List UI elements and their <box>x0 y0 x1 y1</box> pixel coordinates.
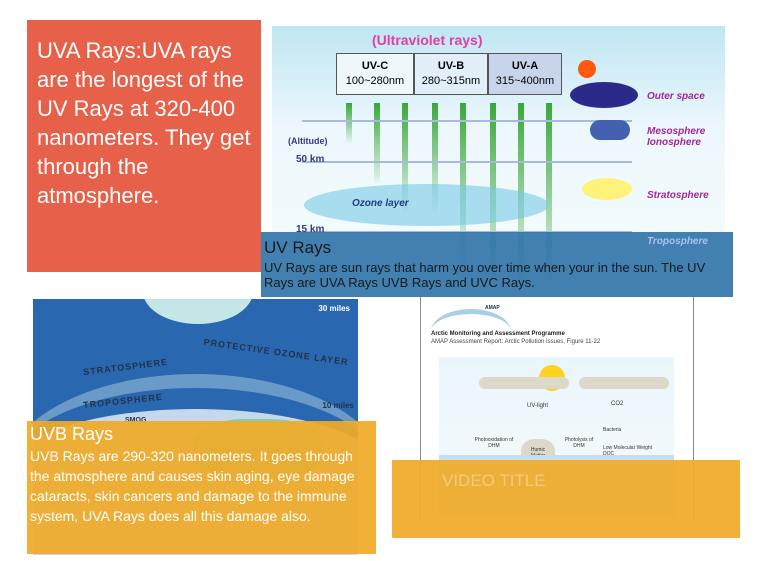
altitude-15: 15 km <box>296 224 325 235</box>
uv-beam <box>432 103 438 213</box>
co2-label: CO2 <box>611 401 624 407</box>
uv-beam <box>374 103 380 183</box>
altitude-50: 50 km <box>296 154 325 165</box>
lmw-doc-label: Low Molecular Weight DOC <box>603 445 653 457</box>
band-uvb: UV-B 280~315nm <box>414 53 488 95</box>
label-smog: SMOG <box>125 417 146 424</box>
divider <box>302 161 632 163</box>
label-ozone: PROTECTIVE OZONE LAYER <box>203 336 350 368</box>
cloud-icon <box>590 120 630 140</box>
uv-beam <box>346 103 352 143</box>
layer-troposphere: Troposphere <box>647 236 708 247</box>
uv-rays-title: UV Rays <box>264 238 332 257</box>
label-stratosphere: STRATOSPHERE <box>82 356 169 378</box>
uv-beam <box>546 103 552 283</box>
amap-logo: AMAP <box>485 305 500 311</box>
uvb-rays-body: UVB Rays are 290-320 nanometers. It goes… <box>30 448 355 524</box>
band-uva: UV-A 315~400nm <box>488 53 562 95</box>
cloud-icon <box>479 377 569 389</box>
amap-org: Arctic Monitoring and Assessment Program… <box>431 331 565 337</box>
diagram-title: (Ultraviolet rays) <box>372 32 483 48</box>
bacteria-label: Bacteria <box>603 427 622 433</box>
amap-arc <box>431 309 511 354</box>
uv-beam <box>402 103 408 213</box>
ozone-layer <box>304 184 549 226</box>
uv-light-label: UV-light <box>527 403 549 409</box>
uv-rays-body: UV Rays are sun rays that harm you over … <box>264 260 706 290</box>
photooxidation-label: Photooxidation of DHM <box>474 437 514 449</box>
cloud-icon <box>579 377 669 389</box>
uva-text: UVA Rays:UVA rays are the longest of the… <box>37 38 251 208</box>
uvb-rays-title: UVB Rays <box>30 424 114 444</box>
photolysis-label: Photolysis of DHM <box>564 437 594 449</box>
layer-mesosphere: Mesosphere Ionosphere <box>647 126 706 148</box>
sun-icon <box>143 299 253 324</box>
band-uvc: UV-C 100~280nm <box>336 53 414 95</box>
ozone-label: Ozone layer <box>352 198 409 209</box>
space-shuttle-icon <box>570 82 638 108</box>
uvb-rays-caption[interactable]: UVB Rays UVB Rays are 290-320 nanometers… <box>27 421 376 554</box>
video-title: VIDEO TITLE <box>442 471 546 490</box>
uv-beam <box>460 103 466 263</box>
sun-icon <box>578 60 596 78</box>
layer-stratosphere: Stratosphere <box>647 190 709 201</box>
label-30-miles: 30 miles <box>318 304 350 313</box>
label-10-miles: 10 miles <box>322 401 354 410</box>
amap-subtitle: AMAP Assessment Report: Arctic Pollution… <box>431 339 601 345</box>
airplane-icon <box>582 178 632 200</box>
video-title-caption[interactable]: VIDEO TITLE <box>392 460 740 538</box>
altitude-label: (Altitude) <box>288 136 328 146</box>
uva-text-box[interactable]: UVA Rays:UVA rays are the longest of the… <box>27 20 261 272</box>
layer-outer-space: Outer space <box>647 91 705 102</box>
divider <box>302 120 632 122</box>
uv-rays-caption[interactable]: UV Rays UV Rays are sun rays that harm y… <box>261 232 733 297</box>
